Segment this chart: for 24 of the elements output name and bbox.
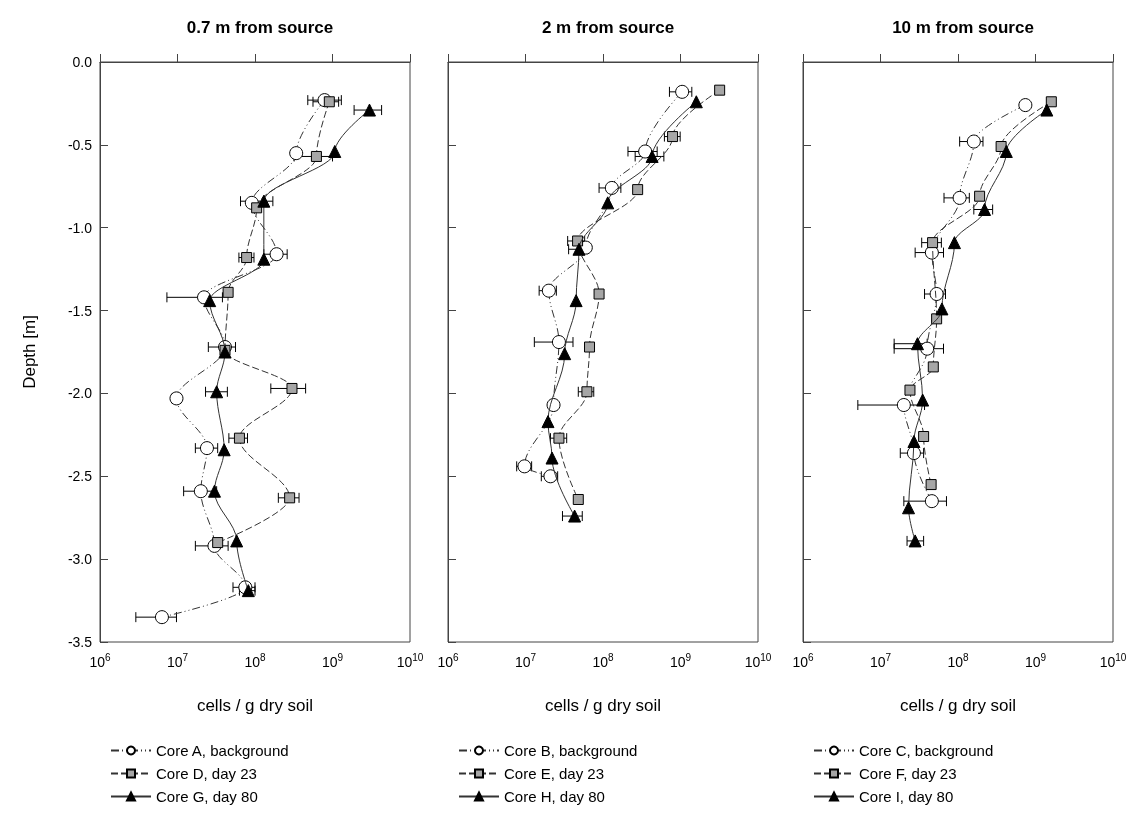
y-axis-title: Depth [m] [20,315,39,389]
legend-label: Core B, background [504,742,638,759]
x-axis-title: cells / g dry soil [196,696,314,715]
legend-label: Core H, day 80 [504,788,605,805]
legend-label: Core F, day 23 [859,765,957,782]
chart-title: 0.7 m from source [186,18,334,37]
legend-label: Core C, background [859,742,994,759]
chart-title: 2 m from source [541,18,675,37]
x-axis-title: cells / g dry soil [899,696,1017,715]
legend-label: Core G, day 80 [156,788,258,805]
legend-label: Core A, background [156,742,289,759]
y-tick-label: -3.0 [67,551,93,568]
y-tick-label: -3.5 [67,634,93,650]
y-tick-label: -2.0 [67,385,93,402]
legend-label: Core I, day 80 [859,788,954,805]
y-tick-label: 0.0 [72,54,93,70]
y-tick-label: -0.5 [67,136,93,153]
chart-title: 10 m from source [892,18,1034,37]
y-tick-label: -1.5 [67,302,93,319]
y-tick-label: -2.5 [67,468,93,485]
legend-label: Core D, day 23 [156,765,257,782]
legend-label: Core E, day 23 [504,765,605,782]
x-axis-title: cells / g dry soil [544,696,662,715]
y-tick-label: -1.0 [67,219,93,236]
